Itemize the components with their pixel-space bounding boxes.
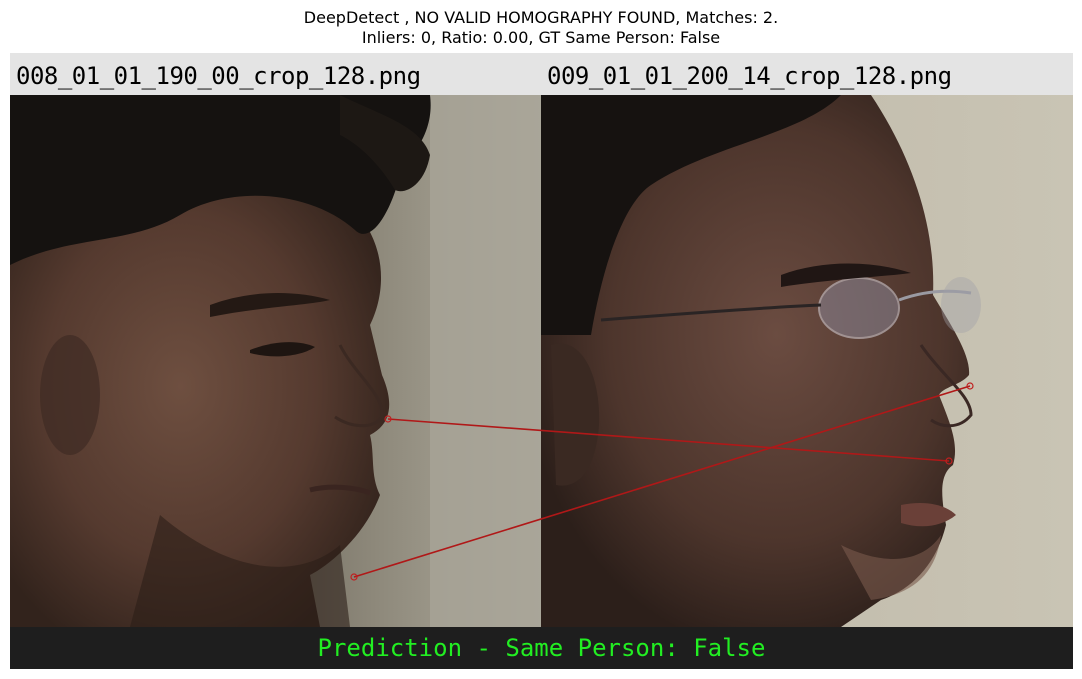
match-keypoint-left-1 (384, 415, 392, 423)
match-keypoint-right-1 (945, 457, 953, 465)
comparison-panel: 008_01_01_190_00_crop_128.png 009_01_01_… (10, 53, 1073, 669)
prediction-text: Prediction - Same Person: False (317, 634, 766, 662)
right-image-filename: 009_01_01_200_14_crop_128.png (547, 62, 952, 90)
figure-title-line-2: Inliers: 0, Ratio: 0.00, GT Same Person:… (361, 28, 721, 47)
match-lines-overlay (350, 382, 974, 581)
right-face-illustration (541, 95, 1073, 627)
match-line-2 (353, 385, 971, 578)
figure-title: DeepDetect , NO VALID HOMOGRAPHY FOUND, … (0, 8, 1082, 48)
match-keypoint-right-2 (966, 382, 974, 390)
figure-title-line-1: DeepDetect , NO VALID HOMOGRAPHY FOUND, … (303, 8, 779, 27)
right-face-image (541, 95, 1073, 627)
left-face-illustration (10, 95, 541, 627)
match-keypoint-left-2 (350, 573, 358, 581)
left-image-filename: 008_01_01_190_00_crop_128.png (16, 62, 421, 90)
filename-header-bar: 008_01_01_190_00_crop_128.png 009_01_01_… (10, 53, 1073, 95)
match-line-1 (387, 418, 950, 462)
left-face-image (10, 95, 541, 627)
prediction-footer-bar: Prediction - Same Person: False (10, 627, 1073, 669)
